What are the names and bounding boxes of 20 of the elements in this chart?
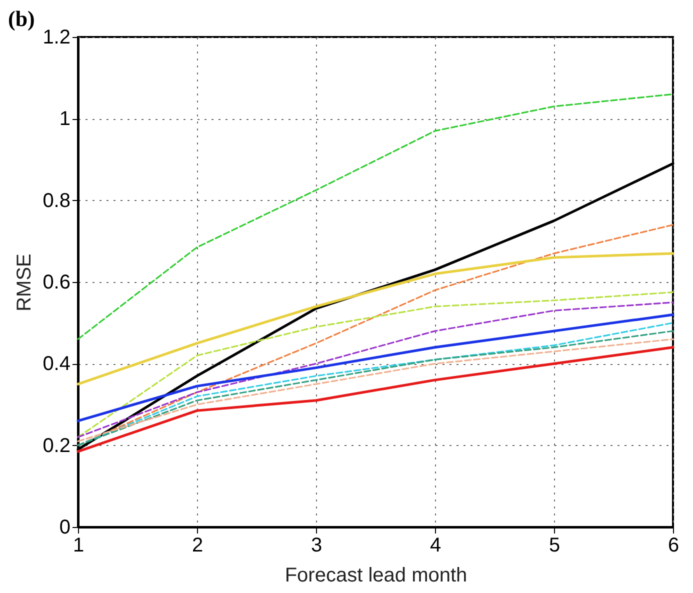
line-series (76, 313, 674, 422)
y-tick-label: 1.2 (42, 26, 70, 48)
y-tick-label: 0.2 (42, 434, 70, 457)
y-tick-label: 1 (59, 108, 70, 130)
y-tick-label: 0 (59, 516, 70, 538)
line-series (76, 346, 674, 453)
x-tick-label: 4 (430, 534, 442, 556)
x-tick-label: 1 (72, 534, 84, 556)
x-tick-label: 5 (548, 534, 560, 556)
x-tick-label: 6 (668, 534, 680, 556)
y-tick-label: 0.4 (42, 353, 70, 376)
y-tick-label: 0.6 (42, 272, 70, 294)
x-axis-title: Forecast lead month (284, 564, 468, 586)
y-tick-label: 0.8 (42, 190, 70, 212)
y-axis-title: RMSE (14, 254, 36, 312)
x-tick-label: 3 (310, 534, 322, 556)
line-series (77, 93, 674, 340)
line-series (76, 252, 674, 386)
x-tick-label: 2 (192, 534, 204, 556)
chart-title: (b) (8, 6, 35, 31)
